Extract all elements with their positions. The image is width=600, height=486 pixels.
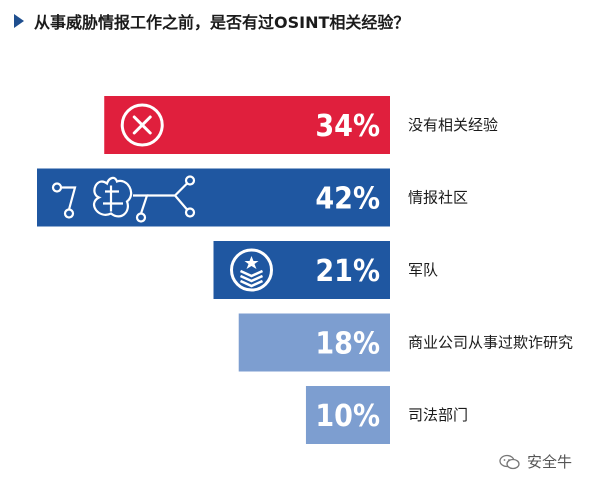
x-circle-icon xyxy=(120,103,164,147)
category-label: 军队 xyxy=(408,261,438,279)
bar-value-label: 42% xyxy=(315,182,380,217)
bar xyxy=(104,96,390,154)
military-badge-icon xyxy=(230,248,273,292)
bar-value-label: 21% xyxy=(315,254,380,289)
bar xyxy=(305,386,390,444)
title-marker xyxy=(14,14,24,28)
circuit-brain-icon xyxy=(51,175,196,223)
bar-value-label: 10% xyxy=(315,399,380,434)
watermark-text: 安全牛 xyxy=(526,453,572,471)
bar xyxy=(37,168,390,227)
category-label: 商业公司从事过欺诈研究 xyxy=(408,334,573,352)
chart-title: 从事威胁情报工作之前，是否有过OSINT相关经验？ xyxy=(34,13,410,32)
bar-group: 21% 军队 xyxy=(213,241,438,299)
bar-value-label: 34% xyxy=(315,109,380,144)
category-label: 情报社区 xyxy=(408,189,468,207)
bar xyxy=(238,313,390,372)
bar-group: 34% 没有相关经验 xyxy=(104,96,498,154)
bar-group: 42% 情报社区 xyxy=(37,168,468,227)
bar-group: 10% 司法部门 xyxy=(305,386,468,444)
watermark: 安全牛 xyxy=(499,451,572,472)
bar-group: 18% 商业公司从事过欺诈研究 xyxy=(238,313,573,372)
bar-value-label: 18% xyxy=(315,327,380,362)
wechat-icon xyxy=(499,454,520,469)
category-label: 司法部门 xyxy=(408,406,468,424)
category-label: 没有相关经验 xyxy=(408,116,498,134)
